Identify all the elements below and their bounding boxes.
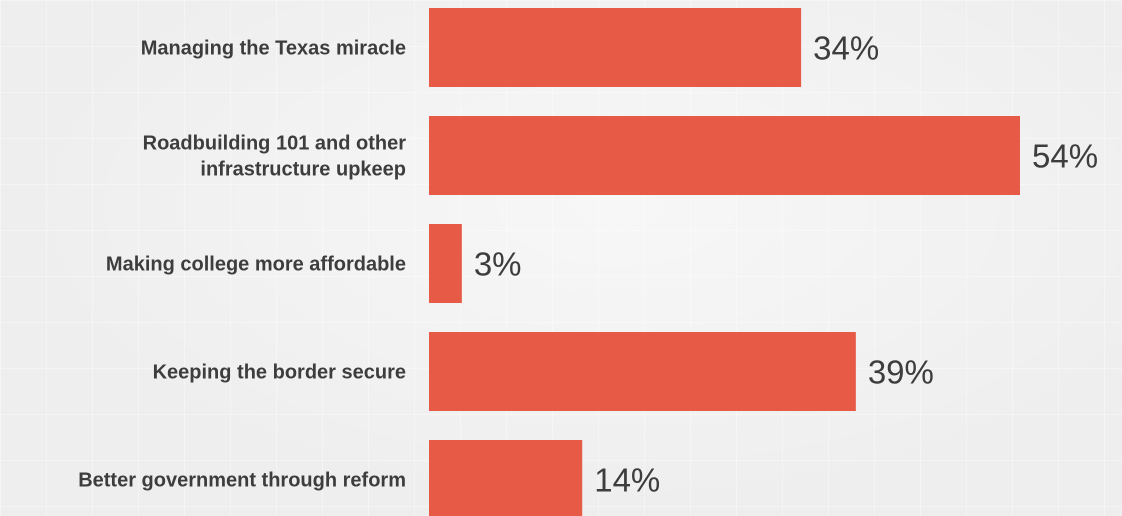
category-label-line: Making college more affordable	[106, 254, 406, 276]
value-label: 34%	[813, 30, 879, 67]
bar	[429, 116, 1020, 195]
value-labels-group: 34% 54% 3% 39% 14%	[474, 30, 1098, 499]
value-label: 39%	[868, 354, 934, 391]
category-label: Managing the Texas miracle	[141, 38, 406, 60]
category-label-line: Keeping the border secure	[153, 362, 406, 384]
bars-group	[429, 8, 1020, 516]
category-labels-group: Managing the Texas miracle Roadbuilding 1…	[78, 38, 406, 492]
value-label: 3%	[474, 246, 522, 283]
bar	[429, 224, 462, 303]
category-label-line: Roadbuilding 101 and other	[143, 133, 407, 155]
bar	[429, 332, 856, 411]
category-label-line: infrastructure upkeep	[200, 159, 406, 181]
bar	[429, 440, 583, 516]
category-label: Making college more affordable	[106, 254, 406, 276]
category-label: Better government through reform	[78, 470, 406, 492]
category-label-line: Better government through reform	[78, 470, 406, 492]
category-label: Keeping the border secure	[153, 362, 406, 384]
bar	[429, 8, 802, 87]
category-label-line: Managing the Texas miracle	[141, 38, 406, 60]
value-label: 14%	[594, 462, 660, 499]
value-label: 54%	[1032, 138, 1098, 175]
category-label: Roadbuilding 101 and other infrastructure…	[143, 133, 407, 181]
